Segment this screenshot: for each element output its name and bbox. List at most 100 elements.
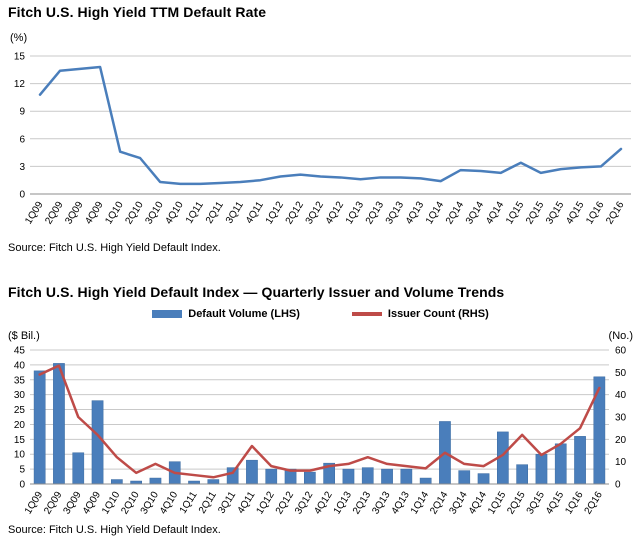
svg-text:1Q16: 1Q16 — [584, 199, 607, 226]
svg-text:2Q12: 2Q12 — [274, 489, 297, 516]
svg-text:2Q16: 2Q16 — [604, 199, 627, 226]
svg-text:4Q14: 4Q14 — [467, 489, 490, 516]
svg-text:3Q14: 3Q14 — [464, 199, 487, 226]
svg-text:4Q15: 4Q15 — [544, 489, 567, 516]
svg-text:4Q12: 4Q12 — [312, 489, 335, 516]
svg-text:10: 10 — [615, 457, 627, 468]
svg-text:3Q10: 3Q10 — [139, 489, 162, 516]
svg-text:2Q13: 2Q13 — [351, 489, 374, 516]
svg-text:12: 12 — [14, 79, 26, 90]
svg-text:20: 20 — [14, 420, 26, 431]
svg-text:4Q10: 4Q10 — [163, 199, 186, 226]
svg-text:3Q15: 3Q15 — [544, 199, 567, 226]
svg-text:3Q09: 3Q09 — [63, 199, 86, 226]
svg-text:2Q10: 2Q10 — [119, 489, 142, 516]
svg-text:25: 25 — [14, 405, 26, 416]
svg-text:2Q16: 2Q16 — [583, 489, 606, 516]
svg-text:30: 30 — [615, 413, 627, 424]
svg-text:4Q12: 4Q12 — [324, 199, 347, 226]
svg-text:2Q13: 2Q13 — [364, 199, 387, 226]
svg-text:15: 15 — [14, 435, 26, 446]
svg-text:4Q14: 4Q14 — [484, 199, 507, 226]
svg-text:1Q15: 1Q15 — [504, 199, 527, 226]
svg-text:4Q11: 4Q11 — [236, 489, 258, 515]
svg-text:1Q11: 1Q11 — [184, 199, 206, 225]
svg-text:4Q09: 4Q09 — [81, 489, 104, 516]
svg-text:1Q12: 1Q12 — [254, 489, 277, 516]
chart2-right-axis-unit: (No.) — [608, 330, 633, 342]
chart1-source: Source: Fitch U.S. High Yield Default In… — [8, 242, 221, 254]
svg-text:1Q09: 1Q09 — [23, 199, 46, 226]
chart2-legend: Default Volume (LHS) Issuer Count (RHS) — [0, 308, 641, 320]
issuer-volume-combo-chart: 05101520253035404501020304050601Q092Q093… — [14, 346, 627, 517]
chart2-title: Fitch U.S. High Yield Default Index — Qu… — [8, 284, 505, 300]
svg-text:2Q10: 2Q10 — [123, 199, 146, 226]
svg-text:3Q10: 3Q10 — [143, 199, 166, 226]
svg-text:4Q13: 4Q13 — [390, 489, 413, 516]
svg-text:4Q13: 4Q13 — [404, 199, 427, 226]
svg-text:5: 5 — [19, 465, 25, 476]
chart1-y-axis-unit: (%) — [10, 32, 28, 44]
svg-text:45: 45 — [14, 346, 26, 357]
svg-text:0: 0 — [19, 480, 25, 491]
chart1-title: Fitch U.S. High Yield TTM Default Rate — [8, 4, 267, 20]
svg-text:1Q13: 1Q13 — [332, 489, 355, 516]
svg-text:4Q10: 4Q10 — [158, 489, 181, 516]
svg-text:4Q11: 4Q11 — [244, 199, 266, 225]
svg-text:0: 0 — [615, 480, 621, 491]
svg-text:40: 40 — [615, 390, 627, 401]
svg-text:3Q13: 3Q13 — [384, 199, 407, 226]
svg-text:2Q12: 2Q12 — [284, 199, 307, 226]
legend-item-issuer-count: Issuer Count (RHS) — [351, 308, 489, 320]
svg-text:1Q10: 1Q10 — [100, 489, 123, 516]
chart2-left-axis-unit: ($ Bil.) — [8, 330, 40, 342]
svg-text:1Q13: 1Q13 — [344, 199, 367, 226]
svg-text:2Q15: 2Q15 — [505, 489, 528, 516]
svg-text:1Q15: 1Q15 — [486, 489, 509, 516]
svg-text:1Q14: 1Q14 — [409, 489, 432, 516]
svg-text:4Q09: 4Q09 — [83, 199, 106, 226]
legend-item-default-volume: Default Volume (LHS) — [152, 308, 300, 320]
svg-text:50: 50 — [615, 368, 627, 379]
svg-text:6: 6 — [19, 134, 25, 145]
svg-text:35: 35 — [14, 375, 26, 386]
svg-text:1Q10: 1Q10 — [103, 199, 126, 226]
svg-text:15: 15 — [14, 52, 26, 63]
svg-text:1Q14: 1Q14 — [424, 199, 447, 226]
svg-text:40: 40 — [14, 360, 26, 371]
svg-text:3: 3 — [19, 162, 25, 173]
svg-text:3Q12: 3Q12 — [304, 199, 327, 226]
issuer-count-swatch — [351, 312, 382, 316]
ttm-default-rate-line-chart: 0 3 6 9 12 15 1Q092Q093Q094Q091Q102Q103Q104Q10… — [14, 52, 631, 226]
svg-text:30: 30 — [14, 390, 26, 401]
svg-text:3Q15: 3Q15 — [525, 489, 548, 516]
default-volume-swatch — [152, 310, 183, 318]
svg-text:1Q12: 1Q12 — [264, 199, 287, 226]
svg-text:2Q09: 2Q09 — [42, 489, 65, 516]
chart2-source: Source: Fitch U.S. High Yield Default In… — [8, 524, 221, 536]
svg-text:1Q16: 1Q16 — [563, 489, 586, 516]
svg-text:0: 0 — [19, 190, 25, 201]
svg-text:3Q12: 3Q12 — [293, 489, 316, 516]
svg-text:2Q11: 2Q11 — [204, 199, 226, 225]
svg-text:3Q14: 3Q14 — [447, 489, 470, 516]
legend-issuer-count-label: Issuer Count (RHS) — [387, 308, 489, 320]
svg-text:20: 20 — [615, 435, 627, 446]
svg-text:9: 9 — [19, 107, 25, 118]
svg-text:3Q13: 3Q13 — [370, 489, 393, 516]
svg-text:10: 10 — [14, 450, 26, 461]
svg-text:1Q09: 1Q09 — [23, 489, 46, 516]
svg-text:2Q11: 2Q11 — [197, 489, 219, 515]
svg-text:2Q14: 2Q14 — [444, 199, 467, 226]
svg-text:3Q11: 3Q11 — [216, 489, 238, 515]
svg-text:3Q11: 3Q11 — [224, 199, 246, 225]
svg-text:2Q09: 2Q09 — [43, 199, 66, 226]
svg-text:3Q09: 3Q09 — [61, 489, 84, 516]
svg-text:1Q11: 1Q11 — [178, 489, 200, 515]
svg-text:4Q15: 4Q15 — [564, 199, 587, 226]
svg-text:2Q14: 2Q14 — [428, 489, 451, 516]
legend-default-volume-label: Default Volume (LHS) — [188, 308, 300, 320]
svg-text:60: 60 — [615, 346, 627, 357]
svg-text:2Q15: 2Q15 — [524, 199, 547, 226]
